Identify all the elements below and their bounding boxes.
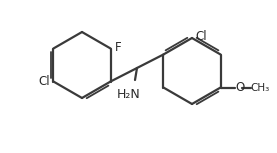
Text: CH₃: CH₃ (251, 82, 270, 93)
Text: Cl: Cl (195, 30, 207, 43)
Text: F: F (115, 41, 121, 54)
Text: Cl: Cl (39, 75, 50, 88)
Text: H₂N: H₂N (117, 88, 141, 101)
Text: O: O (235, 81, 245, 94)
